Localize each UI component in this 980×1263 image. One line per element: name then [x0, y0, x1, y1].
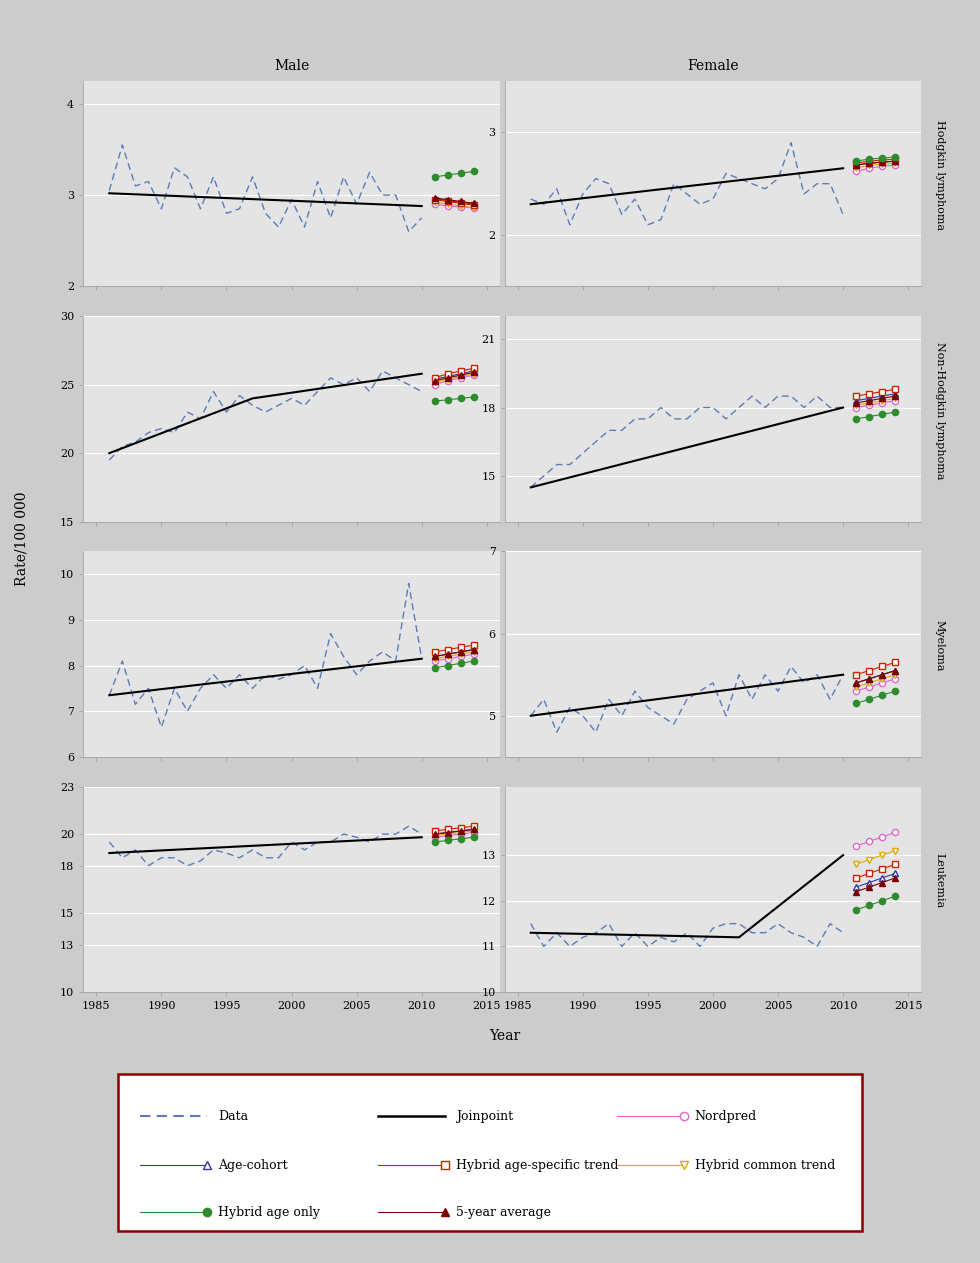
Text: Data: Data [219, 1110, 248, 1123]
Text: Joinpoint: Joinpoint [457, 1110, 514, 1123]
Text: Rate/100 000: Rate/100 000 [15, 491, 28, 586]
Text: Hybrid age only: Hybrid age only [219, 1206, 320, 1219]
Text: Hybrid age-specific trend: Hybrid age-specific trend [457, 1158, 619, 1172]
Text: Myeloma: Myeloma [935, 620, 945, 672]
Text: Female: Female [687, 59, 739, 73]
Text: Hodgkin lymphoma: Hodgkin lymphoma [935, 120, 945, 230]
Text: Age-cohort: Age-cohort [219, 1158, 288, 1172]
Text: 5-year average: 5-year average [457, 1206, 552, 1219]
Text: Hybrid common trend: Hybrid common trend [695, 1158, 835, 1172]
Text: Year: Year [489, 1028, 520, 1043]
Text: Nordpred: Nordpred [695, 1110, 758, 1123]
Text: Non-Hodgkin lymphoma: Non-Hodgkin lymphoma [935, 341, 945, 479]
FancyBboxPatch shape [118, 1074, 862, 1231]
Text: Leukemia: Leukemia [935, 854, 945, 908]
Text: Male: Male [274, 59, 309, 73]
